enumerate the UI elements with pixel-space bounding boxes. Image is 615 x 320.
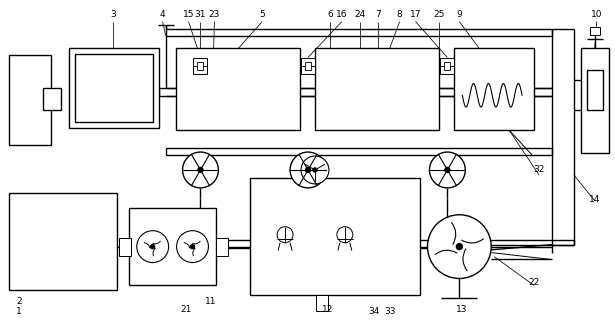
Text: 4: 4	[160, 10, 165, 19]
Bar	[216, 238, 228, 256]
Circle shape	[183, 152, 218, 188]
Bar	[43, 88, 61, 110]
Circle shape	[198, 167, 203, 172]
Text: 21: 21	[181, 305, 192, 314]
Text: 7: 7	[375, 10, 381, 19]
Circle shape	[427, 215, 491, 278]
Bar	[194, 59, 207, 74]
Bar	[250, 178, 419, 295]
Circle shape	[337, 227, 353, 243]
Circle shape	[456, 244, 462, 250]
Text: 33: 33	[384, 307, 395, 316]
Circle shape	[137, 231, 169, 262]
Circle shape	[313, 168, 317, 172]
Bar	[315, 49, 440, 130]
Bar	[75, 54, 153, 122]
Bar	[175, 49, 300, 130]
Circle shape	[277, 227, 293, 243]
Bar	[590, 27, 600, 35]
Bar	[69, 49, 159, 128]
Circle shape	[151, 244, 154, 249]
Text: 22: 22	[528, 278, 539, 287]
Bar	[440, 59, 454, 74]
Text: 13: 13	[456, 305, 467, 314]
Bar	[119, 238, 131, 256]
Circle shape	[445, 167, 450, 172]
Bar	[9, 55, 51, 145]
Text: 10: 10	[591, 10, 603, 19]
Bar	[581, 49, 609, 153]
Text: 12: 12	[322, 305, 333, 314]
Bar	[301, 59, 315, 74]
Text: 8: 8	[397, 10, 402, 19]
Text: 14: 14	[589, 195, 600, 204]
Text: 24: 24	[354, 10, 365, 19]
Text: 5: 5	[260, 10, 265, 19]
Bar	[454, 49, 534, 130]
Circle shape	[290, 152, 326, 188]
Circle shape	[177, 231, 208, 262]
Circle shape	[429, 152, 466, 188]
Bar	[129, 208, 216, 285]
Text: 3: 3	[110, 10, 116, 19]
Text: 16: 16	[336, 10, 347, 19]
Text: 17: 17	[410, 10, 421, 19]
Bar	[197, 62, 204, 70]
Text: 34: 34	[368, 307, 379, 316]
Text: 1: 1	[17, 307, 22, 316]
Text: 15: 15	[183, 10, 194, 19]
Text: 9: 9	[456, 10, 462, 19]
Text: 23: 23	[208, 10, 220, 19]
Text: 6: 6	[327, 10, 333, 19]
Text: 31: 31	[195, 10, 206, 19]
Circle shape	[306, 167, 311, 172]
Text: 25: 25	[434, 10, 445, 19]
Circle shape	[301, 156, 329, 184]
Text: 32: 32	[533, 165, 545, 174]
Bar	[9, 193, 117, 291]
Bar	[305, 62, 311, 70]
Bar	[587, 70, 603, 110]
Text: 2: 2	[17, 297, 22, 306]
Text: 11: 11	[205, 297, 216, 306]
Bar	[316, 295, 328, 311]
Circle shape	[191, 244, 194, 249]
Bar	[445, 62, 450, 70]
